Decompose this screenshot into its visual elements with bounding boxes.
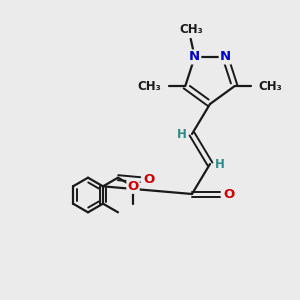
Text: N: N — [220, 50, 231, 64]
Text: H: H — [215, 158, 225, 170]
Text: N: N — [189, 50, 200, 64]
Text: CH₃: CH₃ — [259, 80, 283, 92]
Text: O: O — [128, 180, 139, 193]
Text: O: O — [143, 173, 155, 186]
Text: CH₃: CH₃ — [137, 80, 161, 92]
Text: CH₃: CH₃ — [180, 23, 204, 36]
Text: O: O — [224, 188, 235, 200]
Text: H: H — [177, 128, 187, 140]
